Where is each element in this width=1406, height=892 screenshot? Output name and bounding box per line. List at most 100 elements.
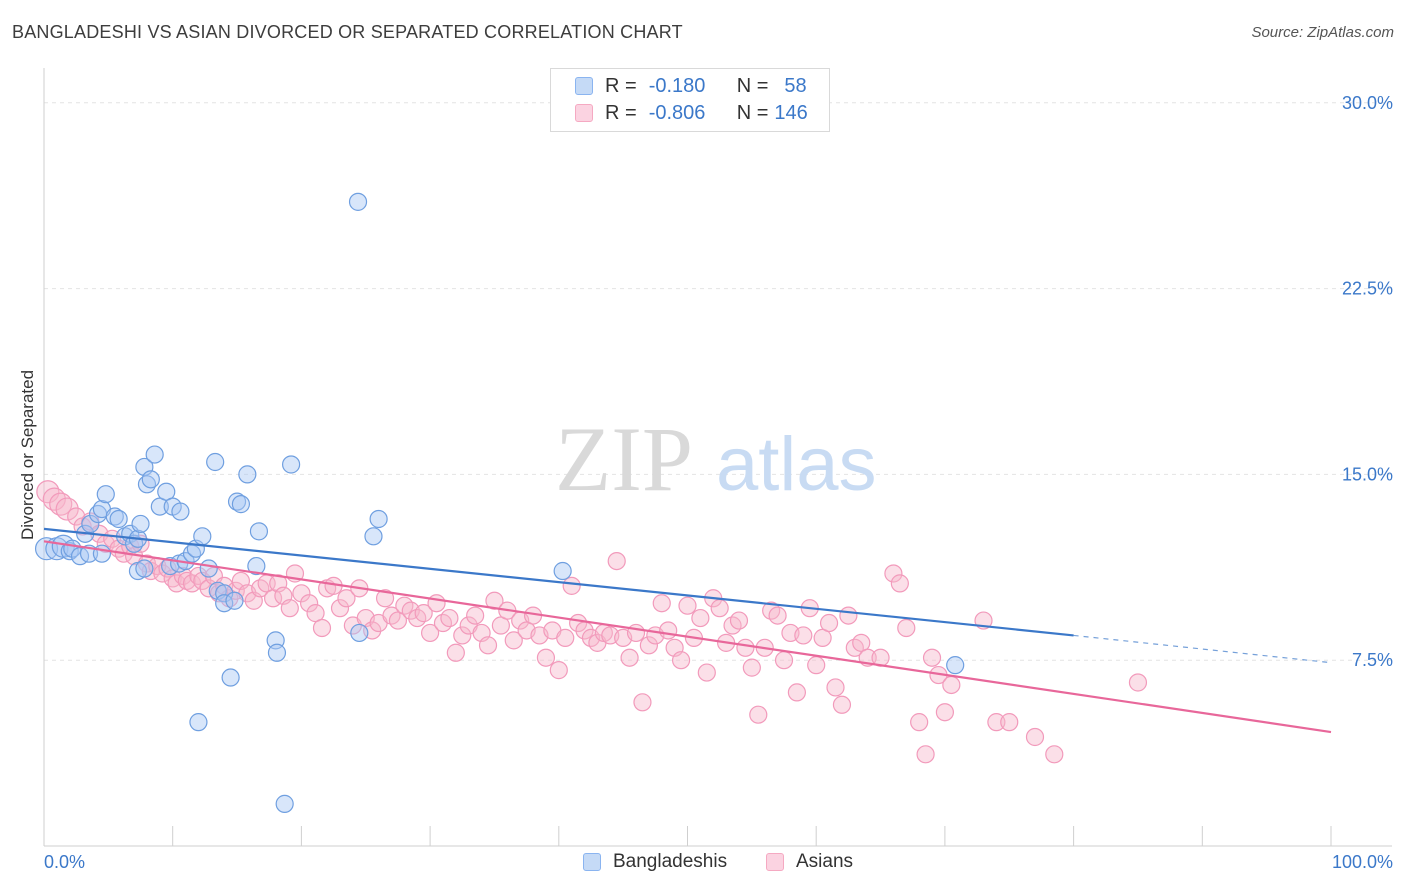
r-value: -0.180: [648, 74, 706, 97]
data-point: [280, 599, 299, 618]
data-point: [826, 678, 845, 697]
data-point: [282, 455, 301, 474]
data-point: [249, 522, 269, 541]
data-point: [131, 514, 150, 534]
n-value: 146: [774, 101, 808, 124]
data-point: [897, 618, 916, 638]
n-label: N =: [736, 74, 769, 97]
data-point: [678, 596, 697, 615]
data-point: [485, 591, 504, 610]
data-point: [884, 564, 903, 583]
data-point: [135, 559, 154, 578]
x-tick-max: 100.0%: [1331, 852, 1393, 872]
y-tick-label: 30.0%: [1342, 93, 1393, 113]
y-tick-label: 15.0%: [1342, 464, 1393, 484]
data-point: [774, 651, 794, 670]
data-point: [92, 544, 112, 563]
data-point: [807, 656, 826, 675]
data-point: [440, 608, 459, 628]
n-value: 58: [784, 74, 807, 97]
asians-swatch: [766, 853, 784, 871]
data-point: [350, 623, 369, 643]
data-point: [553, 561, 572, 581]
data-point: [292, 584, 311, 603]
data-point: [60, 542, 79, 561]
legend-label: Asians: [796, 851, 854, 872]
data-point: [1025, 727, 1045, 747]
asians-swatch: [575, 104, 593, 122]
data-point: [916, 745, 935, 764]
data-point: [275, 794, 294, 813]
data-point: [839, 606, 858, 625]
data-point: [910, 713, 929, 732]
data-point: [652, 594, 671, 613]
data-point: [659, 621, 678, 640]
chart-title: BANGLADESHI VS ASIAN DIVORCED OR SEPARAT…: [12, 22, 683, 42]
data-point: [749, 705, 768, 724]
data-point: [67, 507, 86, 526]
data-point: [171, 502, 190, 521]
data-point: [337, 589, 356, 608]
correlation-legend: R = -0.180 N = 58 R = -0.806 N = 146: [550, 68, 830, 132]
data-point: [364, 527, 383, 546]
y-tick-labels: 7.5% 15.0% 22.5% 30.0%: [1342, 93, 1393, 670]
data-point: [787, 683, 806, 702]
data-point: [225, 591, 244, 610]
data-point: [231, 495, 251, 514]
data-point: [691, 608, 710, 628]
data-point: [141, 470, 160, 489]
data-point: [729, 611, 749, 630]
data-point: [819, 613, 839, 633]
data-point: [1000, 713, 1019, 732]
data-point: [742, 658, 761, 677]
source-label: Source: ZipAtlas.com: [1251, 24, 1394, 41]
axes: [43, 68, 1392, 847]
data-point: [890, 574, 909, 593]
y-tick-label: 7.5%: [1352, 650, 1393, 670]
data-point: [697, 663, 716, 682]
data-point: [36, 480, 60, 504]
data-point: [710, 599, 729, 618]
data-point: [189, 713, 208, 732]
legend-row-asians: R = -0.806 N = 146: [575, 102, 808, 124]
data-point: [446, 643, 465, 662]
data-point: [626, 623, 646, 643]
data-point: [942, 675, 961, 695]
data-point: [369, 509, 388, 529]
watermark-zip: ZIP: [555, 408, 693, 510]
data-point: [607, 551, 626, 571]
data-point: [221, 668, 240, 687]
data-point: [300, 594, 319, 613]
data-point: [247, 556, 266, 576]
watermark-atlas: atlas: [716, 422, 877, 507]
data-point: [375, 589, 395, 608]
y-tick-label: 22.5%: [1342, 279, 1393, 299]
data-point: [206, 452, 225, 472]
data-point: [736, 638, 755, 657]
data-point: [620, 648, 639, 667]
x-tick-min: 0.0%: [44, 852, 86, 872]
series-legend: Bangladeshis Asians: [0, 851, 1406, 877]
data-point: [199, 559, 218, 578]
data-point: [267, 643, 287, 662]
data-point: [536, 648, 556, 667]
bangladeshis-swatch: [575, 77, 593, 95]
data-point: [193, 527, 212, 546]
data-point: [1128, 673, 1148, 692]
data-point: [556, 628, 575, 647]
r-label: R =: [605, 74, 637, 97]
data-point: [562, 576, 581, 595]
data-point: [238, 465, 257, 484]
legend-label: Bangladeshis: [613, 851, 728, 872]
n-label: N =: [736, 101, 769, 124]
data-point: [946, 656, 965, 675]
data-point: [922, 648, 942, 667]
data-point: [504, 631, 523, 650]
data-point: [935, 703, 955, 722]
data-point: [81, 514, 100, 534]
data-point: [109, 509, 128, 529]
data-point: [768, 606, 787, 625]
data-point: [832, 695, 852, 714]
data-point: [215, 584, 234, 603]
